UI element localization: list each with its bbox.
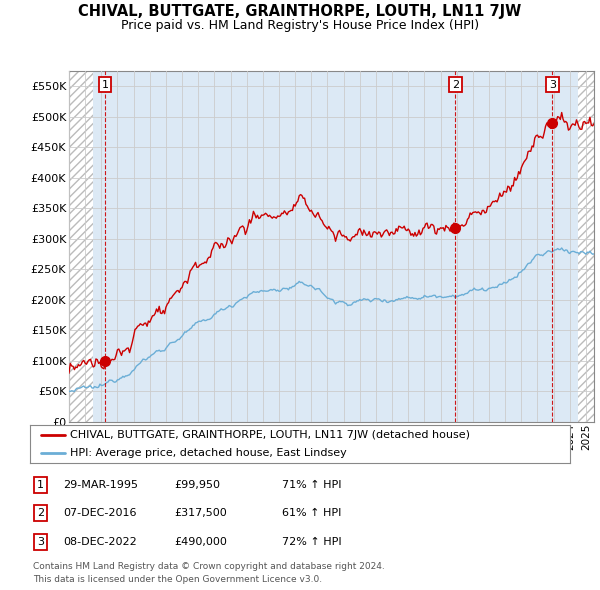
Text: 61% ↑ HPI: 61% ↑ HPI [282, 509, 341, 518]
Text: CHIVAL, BUTTGATE, GRAINTHORPE, LOUTH, LN11 7JW (detached house): CHIVAL, BUTTGATE, GRAINTHORPE, LOUTH, LN… [71, 430, 470, 440]
Text: 08-DEC-2022: 08-DEC-2022 [63, 537, 137, 546]
Bar [578, 71, 594, 422]
Text: 72% ↑ HPI: 72% ↑ HPI [282, 537, 341, 546]
Text: 71% ↑ HPI: 71% ↑ HPI [282, 480, 341, 490]
Text: £490,000: £490,000 [174, 537, 227, 546]
Text: 2: 2 [37, 509, 44, 518]
Bar [69, 71, 93, 422]
Text: £99,950: £99,950 [174, 480, 220, 490]
Text: Contains HM Land Registry data © Crown copyright and database right 2024.: Contains HM Land Registry data © Crown c… [33, 562, 385, 571]
Text: 1: 1 [37, 480, 44, 490]
Text: 29-MAR-1995: 29-MAR-1995 [63, 480, 138, 490]
Text: This data is licensed under the Open Government Licence v3.0.: This data is licensed under the Open Gov… [33, 575, 322, 584]
Text: HPI: Average price, detached house, East Lindsey: HPI: Average price, detached house, East… [71, 448, 347, 458]
Text: Price paid vs. HM Land Registry's House Price Index (HPI): Price paid vs. HM Land Registry's House … [121, 19, 479, 32]
Text: £317,500: £317,500 [174, 509, 227, 518]
Text: 07-DEC-2016: 07-DEC-2016 [63, 509, 137, 518]
Text: CHIVAL, BUTTGATE, GRAINTHORPE, LOUTH, LN11 7JW: CHIVAL, BUTTGATE, GRAINTHORPE, LOUTH, LN… [79, 4, 521, 19]
Text: 1: 1 [101, 80, 109, 90]
Text: 2: 2 [452, 80, 459, 90]
Text: 3: 3 [549, 80, 556, 90]
Text: 3: 3 [37, 537, 44, 546]
